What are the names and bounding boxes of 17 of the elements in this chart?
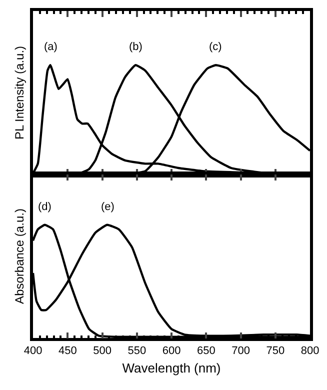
y-axis-title: Absorbance (a.u.) <box>12 208 27 304</box>
x-tick-label: 600 <box>162 344 181 357</box>
annotation: (e) <box>101 201 114 213</box>
y-axis-title: PL Intensity (a.u.) <box>12 46 27 140</box>
x-tick-label: 700 <box>232 344 250 357</box>
x-tick-label: 550 <box>128 344 146 357</box>
annotation: (d) <box>38 201 52 213</box>
x-axis-title: Wavelength (nm) <box>122 360 221 376</box>
x-tick-label: 400 <box>24 344 42 357</box>
x-tick-label: 500 <box>93 344 112 357</box>
x-tick-label: 650 <box>196 344 216 357</box>
x-tick-label: 750 <box>266 344 285 357</box>
annotation: (a) <box>44 41 58 53</box>
annotation: (c) <box>209 41 222 53</box>
x-tick-label: 450 <box>58 344 77 357</box>
annotation: (b) <box>129 41 142 53</box>
x-tick-label: 800 <box>300 344 320 357</box>
